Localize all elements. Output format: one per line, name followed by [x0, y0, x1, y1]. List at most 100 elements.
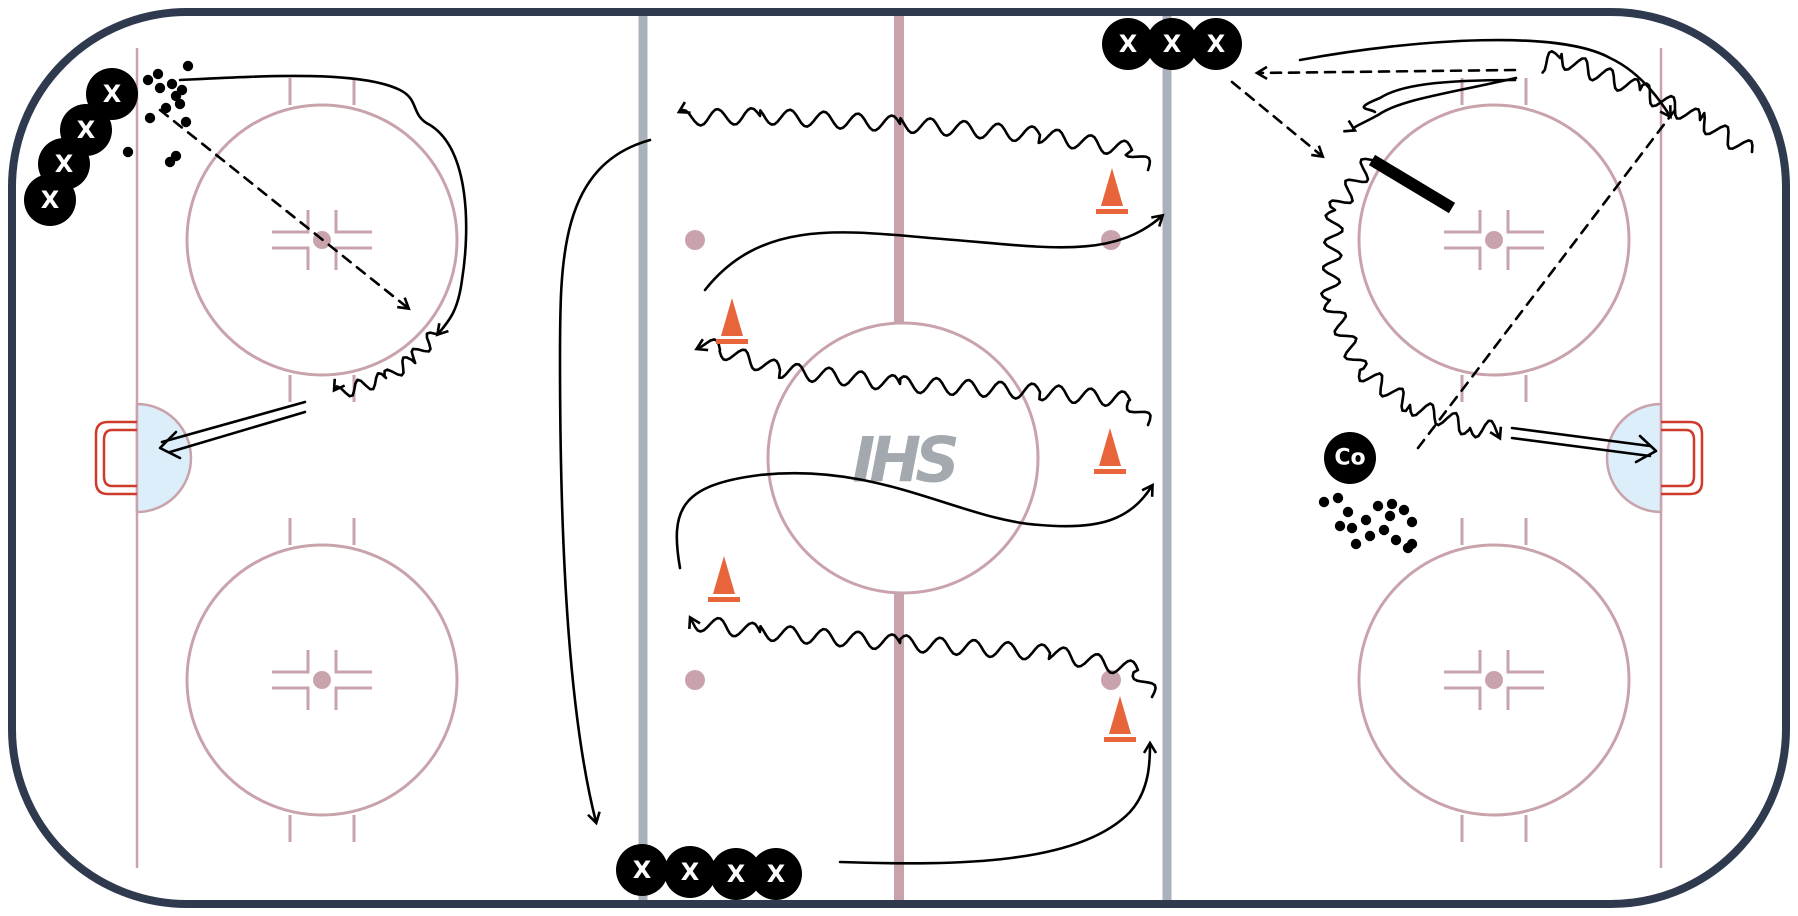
- x-player-icon: [86, 68, 138, 120]
- shot-path: [1510, 436, 1652, 458]
- puck: [1346, 522, 1358, 534]
- shot-arrow-head: [158, 430, 182, 460]
- player-label: X: [41, 186, 60, 214]
- pucks: [122, 60, 1418, 554]
- wavy-path: [688, 615, 1157, 699]
- puck: [1332, 492, 1344, 504]
- player-label: X: [1207, 30, 1226, 58]
- x-player: X: [60, 104, 112, 156]
- crease-left: [135, 402, 193, 514]
- faceoff-hashes: [272, 650, 372, 710]
- puck: [122, 146, 134, 158]
- puck: [1386, 498, 1398, 510]
- zone-faceoff-circle: [1357, 518, 1631, 842]
- puck: [180, 116, 192, 128]
- puck: [166, 78, 178, 90]
- shot-path: [168, 410, 307, 454]
- wavy-path: [332, 331, 438, 398]
- net-right: [1661, 420, 1704, 496]
- cone-body: [1101, 168, 1123, 206]
- x-player: X: [710, 848, 762, 900]
- zone-faceoff-circle: [1357, 78, 1631, 402]
- coach-player: Co: [1324, 432, 1376, 484]
- crease-right: [1605, 402, 1663, 514]
- faceoff-dot: [1485, 671, 1503, 689]
- x-player: X: [750, 848, 802, 900]
- zone-faceoff-circles: [185, 78, 1631, 842]
- cones: [708, 168, 1136, 742]
- cone-body: [721, 298, 743, 336]
- puck: [1364, 530, 1376, 542]
- circle-ring: [1357, 543, 1631, 817]
- x-player-icon: [616, 844, 668, 896]
- puck: [176, 84, 188, 96]
- x-player-icon: [60, 104, 112, 156]
- skate-path: [1298, 38, 1672, 119]
- wavy-path: [694, 338, 1152, 427]
- coach-player-icon: [1324, 432, 1376, 484]
- puck: [1398, 504, 1410, 516]
- player-label: X: [633, 856, 652, 884]
- puck: [1384, 510, 1396, 522]
- drill-paths: [158, 38, 1677, 865]
- puck: [174, 98, 186, 110]
- puck: [1390, 534, 1402, 546]
- ihs-logo: IHS: [852, 424, 957, 497]
- x-player: X: [86, 68, 138, 120]
- puck: [1378, 524, 1390, 536]
- x-player: X: [1190, 18, 1242, 70]
- faceoff-hashes: [272, 210, 372, 270]
- skate-path: [703, 213, 1165, 292]
- puck: [160, 102, 172, 114]
- x-player-icon: [1190, 18, 1242, 70]
- cone-icon: [708, 556, 740, 602]
- player-label: X: [77, 116, 96, 144]
- skate-path: [1362, 78, 1517, 114]
- pass-path: [1416, 108, 1677, 450]
- player-label: X: [681, 858, 700, 886]
- zone-faceoff-circle: [185, 518, 459, 842]
- x-player-icon: [1146, 18, 1198, 70]
- puck: [1334, 520, 1346, 532]
- cone-body: [713, 556, 735, 594]
- puck: [154, 82, 166, 94]
- player-label: X: [55, 150, 74, 178]
- puck: [152, 68, 164, 80]
- skate-path: [178, 74, 468, 337]
- x-player-icon: [664, 846, 716, 898]
- cone-icon: [1094, 428, 1126, 474]
- circle-ring: [185, 103, 459, 377]
- shot-path: [1510, 426, 1652, 448]
- puck: [144, 112, 156, 124]
- player-label: X: [1163, 30, 1182, 58]
- net-left: [94, 420, 137, 496]
- cone-base: [1104, 737, 1136, 742]
- cone-body: [1099, 428, 1121, 466]
- faceoff-dot: [1485, 231, 1503, 249]
- wavy-path: [676, 101, 1152, 172]
- neutral-dot: [1101, 670, 1121, 690]
- pass-path: [1254, 65, 1517, 81]
- player-label: X: [727, 860, 746, 888]
- player-label: Co: [1334, 446, 1365, 471]
- neutral-dot: [1101, 230, 1121, 250]
- skate-path: [675, 471, 1154, 570]
- player-label: X: [1119, 30, 1138, 58]
- skate-path: [838, 740, 1158, 865]
- skate-path: [558, 138, 652, 826]
- cone-icon: [1104, 696, 1136, 742]
- neutral-dot: [685, 230, 705, 250]
- skate-path: [1343, 76, 1518, 133]
- cone-base: [1096, 209, 1128, 214]
- puck: [142, 74, 154, 86]
- wavy-skate-paths: [332, 50, 1754, 699]
- puck: [1406, 516, 1418, 528]
- cone-base: [716, 339, 748, 344]
- cone-body: [1109, 696, 1131, 734]
- cone-base: [1094, 469, 1126, 474]
- cone-icon: [716, 298, 748, 344]
- puck: [1350, 538, 1362, 550]
- x-player: X: [1102, 18, 1154, 70]
